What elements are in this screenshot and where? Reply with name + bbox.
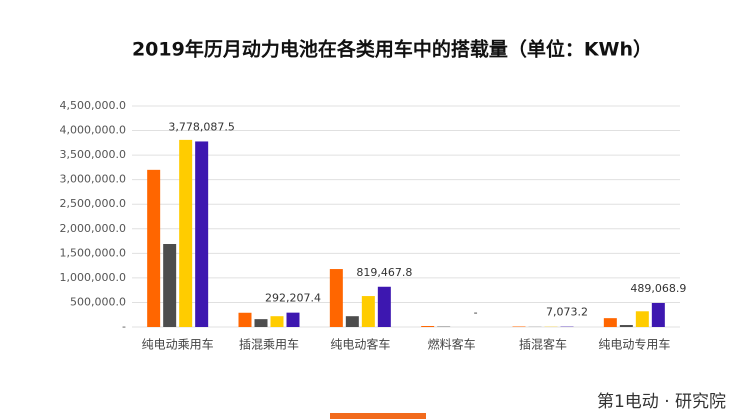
y-tick-label: 2,000,000.0 xyxy=(60,222,126,235)
footer-bar xyxy=(330,413,426,419)
x-tick-label: 纯电动客车 xyxy=(330,337,390,352)
bar xyxy=(329,269,343,327)
x-tick-label: 纯电动专用车 xyxy=(598,337,670,352)
bar xyxy=(635,311,649,327)
y-tick-label: 4,500,000.0 xyxy=(60,99,126,112)
bar xyxy=(651,302,665,327)
y-tick-label: 3,000,000.0 xyxy=(60,173,126,186)
bar xyxy=(163,244,177,327)
bar xyxy=(238,312,252,327)
x-tick-label: 纯电动乘用车 xyxy=(142,337,214,352)
x-tick-label: 插混乘用车 xyxy=(239,337,299,352)
chart-title: 2019年历月动力电池在各类用车中的搭载量（单位：KWh） xyxy=(132,38,652,61)
y-tick-label: 1,500,000.0 xyxy=(60,246,126,259)
footer-logo: 第1电动 · 研究院 xyxy=(597,392,726,412)
bar xyxy=(345,316,359,327)
bar xyxy=(147,169,161,327)
bar xyxy=(361,296,375,327)
data-label: 489,068.9 xyxy=(630,282,686,295)
y-tick-label: 500,000.0 xyxy=(70,295,126,308)
bar xyxy=(195,141,209,327)
bar xyxy=(603,318,617,327)
y-tick-label: 2,500,000.0 xyxy=(60,197,126,210)
data-label: 819,467.8 xyxy=(356,266,412,279)
data-label: 7,073.2 xyxy=(546,306,588,319)
x-tick-label: 燃料客车 xyxy=(428,337,476,352)
data-label: - xyxy=(474,306,478,319)
bar xyxy=(377,286,391,327)
y-tick-label: 4,000,000.0 xyxy=(60,124,126,137)
y-tick-label: 3,500,000.0 xyxy=(60,148,126,161)
x-tick-label: 插混客车 xyxy=(519,337,567,352)
bar xyxy=(619,325,633,327)
bar xyxy=(421,326,435,327)
y-tick-label: - xyxy=(122,320,126,333)
bar xyxy=(270,316,284,327)
data-label: 3,778,087.5 xyxy=(168,120,234,133)
bar xyxy=(254,319,268,327)
bar xyxy=(286,312,300,327)
data-label: 292,207.4 xyxy=(265,292,321,305)
y-tick-label: 1,000,000.0 xyxy=(60,271,126,284)
bar xyxy=(179,139,193,327)
